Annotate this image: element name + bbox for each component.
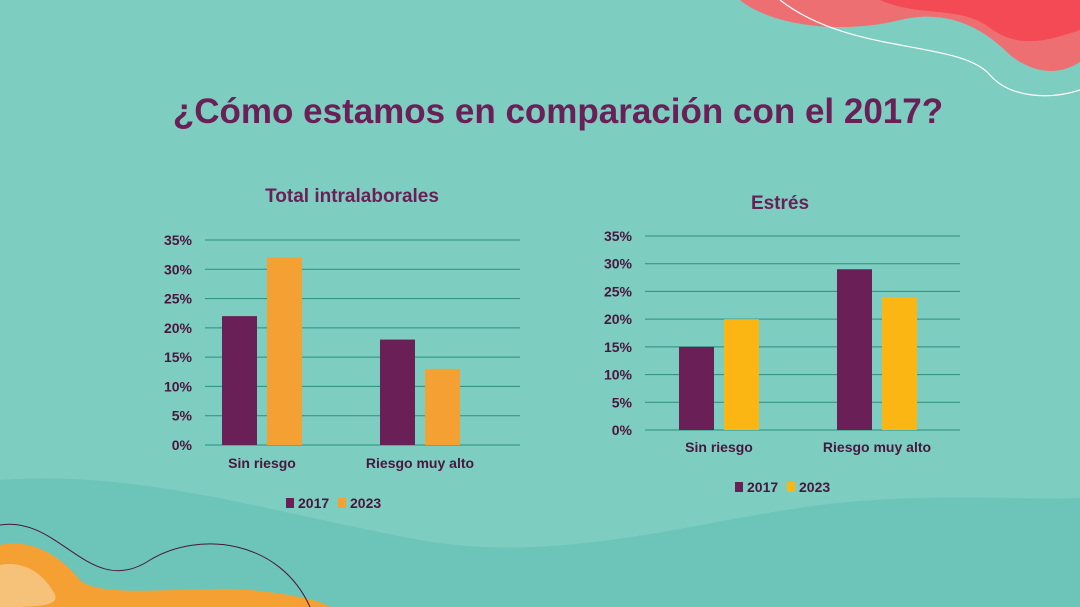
legend-label: 2017 <box>747 479 778 495</box>
chart-title: Total intralaborales <box>265 186 439 207</box>
bar-2017 <box>837 269 872 430</box>
chart-total-intralaborales: Total intralaborales 0% 5% 10% 15% 20% 25% 30% 3… <box>140 175 540 520</box>
x-category-label: Riesgo muy alto <box>823 439 931 455</box>
bottom-left-orange-blob <box>0 543 330 607</box>
legend-label: 2023 <box>799 479 830 495</box>
bar-2023 <box>267 257 302 445</box>
chart-estres: Estrés 0% 5% 10% 15% 20% 25% 30% 35% Sin riesgo Ri… <box>580 182 980 502</box>
y-tick-label: 20% <box>604 311 633 327</box>
chart-svg: Total intralaborales 0% 5% 10% 15% 20% 25% 30% 3… <box>164 186 520 511</box>
bottom-left-light-blob <box>0 564 56 607</box>
x-category-label: Riesgo muy alto <box>366 455 474 471</box>
y-tick-label: 15% <box>164 349 193 365</box>
slide-title: ¿Cómo estamos en comparación con el 2017… <box>172 92 944 131</box>
bar-2017 <box>222 316 257 445</box>
bar-2017 <box>380 339 415 445</box>
bottom-left-line <box>0 523 311 607</box>
chart-svg: Estrés 0% 5% 10% 15% 20% 25% 30% 35% Sin riesgo Ri… <box>604 193 960 495</box>
y-tick-label: 5% <box>172 408 193 424</box>
y-tick-label: 0% <box>612 422 633 438</box>
bar-2017 <box>679 346 714 430</box>
y-tick-label: 35% <box>164 232 193 248</box>
top-right-line <box>779 0 1080 97</box>
chart-title: Estrés <box>751 193 809 214</box>
legend-swatch-2017 <box>735 482 743 492</box>
y-tick-label: 10% <box>164 378 193 394</box>
x-category-label: Sin riesgo <box>228 455 296 471</box>
x-category-label: Sin riesgo <box>685 439 753 455</box>
y-tick-label: 15% <box>604 339 633 355</box>
legend-label: 2017 <box>298 495 329 511</box>
top-right-red-blob <box>880 0 1080 42</box>
y-tick-label: 10% <box>604 367 633 383</box>
legend-swatch-2023 <box>338 498 346 508</box>
bottom-wave-shape <box>0 478 1080 607</box>
y-tick-label: 35% <box>604 228 633 244</box>
y-tick-label: 30% <box>164 261 193 277</box>
bar-2023 <box>724 319 759 430</box>
bar-2023 <box>882 296 917 430</box>
legend-swatch-2023 <box>787 482 795 492</box>
y-tick-label: 30% <box>604 256 633 272</box>
y-tick-label: 20% <box>164 320 193 336</box>
y-tick-label: 25% <box>164 291 193 307</box>
legend-label: 2023 <box>350 495 381 511</box>
bar-2023 <box>425 368 460 445</box>
y-tick-label: 5% <box>612 394 633 410</box>
y-tick-label: 25% <box>604 283 633 299</box>
y-tick-label: 0% <box>172 437 193 453</box>
legend-swatch-2017 <box>286 498 294 508</box>
